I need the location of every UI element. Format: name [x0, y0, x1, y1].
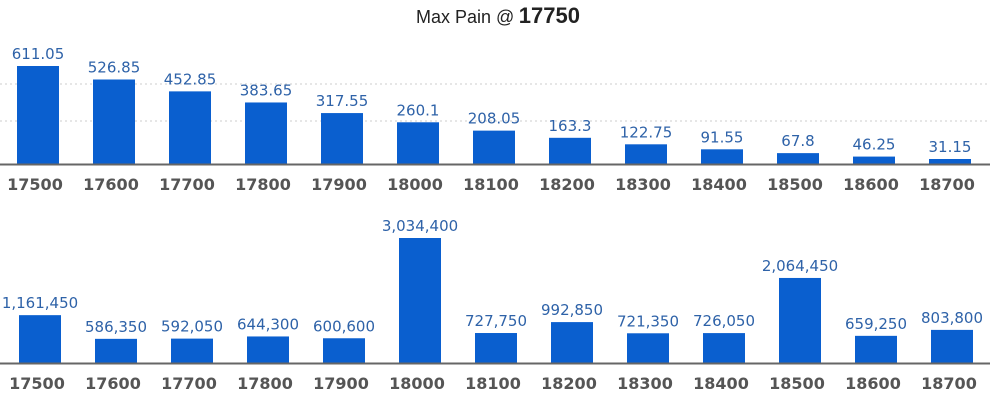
x-tick-label: 18200	[541, 374, 597, 393]
x-tick-label: 17900	[311, 175, 367, 194]
max-pain-value: 17750	[518, 3, 580, 28]
x-tick-label: 18200	[539, 175, 595, 194]
x-tick-label: 18400	[691, 175, 747, 194]
x-tick-label: 18700	[921, 374, 977, 393]
data-label: 644,300	[237, 315, 299, 333]
x-tick-label: 18300	[615, 175, 671, 194]
bar[interactable]	[473, 130, 515, 164]
data-label: 122.75	[620, 123, 673, 141]
data-label: 91.55	[701, 128, 744, 146]
bar[interactable]	[551, 322, 593, 363]
data-label: 1,161,450	[2, 294, 78, 312]
data-label: 721,350	[617, 312, 679, 330]
bar[interactable]	[247, 336, 289, 363]
x-tick-label: 17600	[83, 175, 139, 194]
data-label: 726,050	[693, 312, 755, 330]
bar[interactable]	[397, 122, 439, 164]
bar[interactable]	[17, 66, 59, 164]
bar[interactable]	[245, 102, 287, 164]
x-tick-label: 17800	[237, 374, 293, 393]
bar[interactable]	[929, 159, 971, 164]
data-label: 163.3	[549, 117, 592, 135]
data-label: 727,750	[465, 312, 527, 330]
x-tick-label: 17700	[159, 175, 215, 194]
data-label: 611.05	[12, 45, 65, 63]
data-label: 592,050	[161, 318, 223, 336]
x-tick-label: 18400	[693, 374, 749, 393]
x-tick-label: 17500	[9, 374, 65, 393]
premium-bar-chart: 611.05 17500 526.85 17600 452.85 17700 383.65 1…	[0, 45, 990, 194]
data-label: 3,034,400	[382, 217, 458, 235]
x-tick-label: 18100	[463, 175, 519, 194]
chart-title: Max Pain @ 17750	[0, 0, 996, 32]
x-tick-label: 18600	[845, 374, 901, 393]
data-label: 452.85	[164, 70, 217, 88]
bar[interactable]	[701, 149, 743, 164]
bar[interactable]	[931, 329, 973, 363]
x-tick-label: 18500	[769, 374, 825, 393]
bar[interactable]	[323, 338, 365, 363]
data-label: 659,250	[845, 315, 907, 333]
x-tick-label: 18600	[843, 175, 899, 194]
bar[interactable]	[855, 335, 897, 363]
data-label: 383.65	[240, 81, 293, 99]
open-interest-bar-chart: 1,161,450 17500 586,350 17600 592,050 17700 64…	[0, 217, 990, 393]
bar[interactable]	[777, 153, 819, 164]
data-label: 586,350	[85, 318, 147, 336]
bar[interactable]	[475, 333, 517, 363]
x-tick-label: 18500	[767, 175, 823, 194]
bar[interactable]	[853, 156, 895, 164]
x-tick-label: 18000	[389, 374, 445, 393]
data-label: 208.05	[468, 110, 521, 128]
data-label: 2,064,450	[762, 257, 838, 275]
bar[interactable]	[779, 277, 821, 363]
data-label: 46.25	[853, 136, 896, 154]
x-tick-label: 18700	[919, 175, 975, 194]
bar[interactable]	[95, 338, 137, 363]
data-label: 31.15	[929, 138, 972, 156]
title-prefix: Max Pain @	[416, 7, 515, 27]
bar[interactable]	[549, 137, 591, 164]
bar[interactable]	[625, 144, 667, 164]
bar[interactable]	[169, 91, 211, 164]
data-label: 317.55	[316, 92, 369, 110]
x-tick-label: 18000	[387, 175, 443, 194]
bar[interactable]	[321, 113, 363, 164]
data-label: 600,600	[313, 317, 375, 335]
bar[interactable]	[703, 333, 745, 363]
data-label: 992,850	[541, 301, 603, 319]
x-tick-label: 17700	[161, 374, 217, 393]
bar[interactable]	[19, 315, 61, 363]
bar[interactable]	[93, 79, 135, 164]
data-label: 260.1	[397, 101, 440, 119]
x-tick-label: 17800	[235, 175, 291, 194]
bar[interactable]	[627, 333, 669, 363]
data-label: 67.8	[781, 132, 814, 150]
data-label: 526.85	[88, 59, 141, 77]
x-tick-label: 17600	[85, 374, 141, 393]
x-tick-label: 18100	[465, 374, 521, 393]
bar[interactable]	[399, 238, 441, 363]
bar[interactable]	[171, 338, 213, 363]
x-tick-label: 17900	[313, 374, 369, 393]
x-tick-label: 17500	[7, 175, 63, 194]
x-tick-label: 18300	[617, 374, 673, 393]
data-label: 803,800	[921, 309, 983, 327]
